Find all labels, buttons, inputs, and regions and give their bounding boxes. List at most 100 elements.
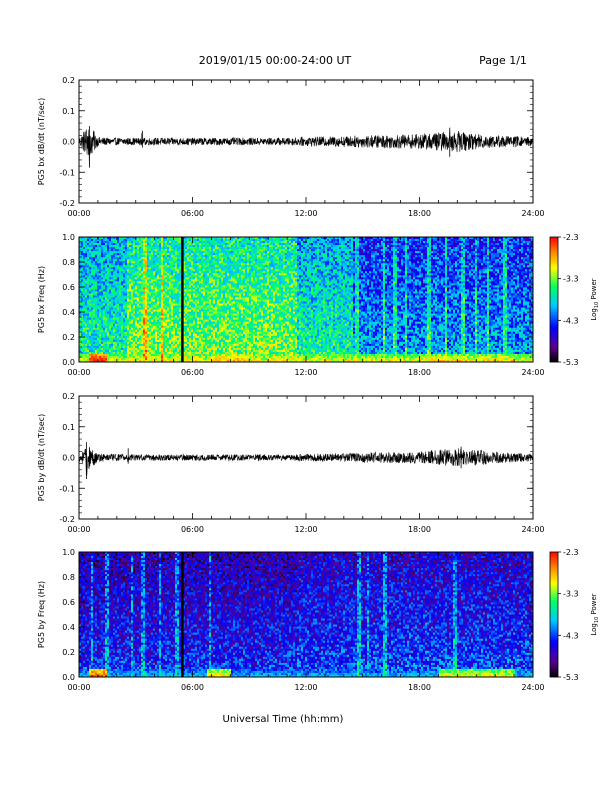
spectrogram-cell	[233, 300, 235, 302]
spectrogram-cell	[185, 281, 187, 283]
spectrogram-cell	[145, 354, 147, 356]
spectrogram-cell	[205, 326, 207, 328]
spectrogram-cell	[121, 247, 123, 249]
spectrogram-cell	[103, 241, 105, 243]
spectrogram-cell	[197, 302, 199, 304]
spectrogram-cell	[93, 314, 95, 316]
spectrogram-cell	[121, 269, 123, 271]
spectrogram-cell	[157, 265, 159, 267]
spectrogram-cell	[141, 344, 143, 346]
spectrogram-cell	[223, 297, 225, 299]
spectrogram-cell	[109, 306, 111, 308]
spectrogram-cell	[131, 308, 133, 310]
spectrogram-cell	[123, 302, 125, 304]
spectrogram-cell	[123, 332, 125, 334]
spectrogram-cell	[117, 354, 119, 356]
spectrogram-cell	[219, 295, 221, 297]
spectrogram-cell	[83, 352, 85, 354]
spectrogram-cell	[223, 356, 225, 358]
spectrogram-cell	[131, 332, 133, 334]
spectrogram-cell	[107, 289, 109, 291]
spectrogram-cell	[173, 338, 175, 340]
spectrogram-cell	[103, 269, 105, 271]
spectrogram-cell	[135, 304, 137, 306]
spectrogram-cell	[175, 289, 177, 291]
spectrogram-cell	[109, 332, 111, 334]
spectrogram-cell	[225, 318, 227, 320]
spectrogram-cell	[201, 243, 203, 245]
spectrogram-cell	[197, 253, 199, 255]
spectrogram-cell	[209, 352, 211, 354]
spectrogram-cell	[169, 328, 171, 330]
spectrogram-cell	[197, 241, 199, 243]
spectrogram-cell	[125, 287, 127, 289]
spectrogram-cell	[139, 285, 141, 287]
spectrogram-cell	[81, 289, 83, 291]
spectrogram-cell	[211, 249, 213, 251]
spectrogram-cell	[233, 267, 235, 269]
spectrogram-cell	[233, 277, 235, 279]
spectrogram-cell	[225, 241, 227, 243]
spectrogram-cell	[145, 338, 147, 340]
spectrogram-cell	[85, 354, 87, 356]
spectrogram-cell	[169, 241, 171, 243]
spectrogram-cell	[219, 328, 221, 330]
spectrogram-cell	[137, 344, 139, 346]
spectrogram-cell	[143, 354, 145, 356]
spectrogram-cell	[99, 308, 101, 310]
spectrogram-cell	[153, 306, 155, 308]
spectrogram-cell	[173, 336, 175, 338]
spectrogram-cell	[103, 265, 105, 267]
spectrogram-cell	[143, 334, 145, 336]
spectrogram-cell	[215, 297, 217, 299]
spectrogram-cell	[153, 249, 155, 251]
spectrogram-cell	[121, 300, 123, 302]
spectrogram-cell	[129, 312, 131, 314]
spectrogram-cell	[197, 261, 199, 263]
spectrogram-cell	[187, 354, 189, 356]
spectrogram-cell	[97, 249, 99, 251]
spectrogram-cell	[199, 346, 201, 348]
spectrogram-cell	[121, 344, 123, 346]
spectrogram-cell	[217, 297, 219, 299]
spectrogram-cell	[89, 304, 91, 306]
spectrogram-cell	[137, 285, 139, 287]
spectrogram-cell	[163, 356, 165, 358]
spectrogram-cell	[139, 255, 141, 257]
spectrogram-cell	[85, 257, 87, 259]
spectrogram-cell	[87, 356, 89, 358]
spectrogram-cell	[109, 334, 111, 336]
spectrogram-cell	[133, 326, 135, 328]
spectrogram-cell	[147, 297, 149, 299]
spectrogram-cell	[155, 285, 157, 287]
spectrogram-cell	[223, 320, 225, 322]
spectrogram-cell	[177, 302, 179, 304]
spectrogram-cell	[135, 322, 137, 324]
spectrogram-cell	[117, 356, 119, 358]
spectrogram-cell	[131, 277, 133, 279]
spectrogram-cell	[97, 259, 99, 261]
spectrogram-cell	[95, 348, 97, 350]
spectrogram-cell	[111, 328, 113, 330]
spectrogram-cell	[219, 338, 221, 340]
spectrogram-cell	[157, 328, 159, 330]
spectrogram-cell	[163, 324, 165, 326]
spectrogram-cell	[111, 263, 113, 265]
spectrogram-cell	[193, 350, 195, 352]
spectrogram-cell	[219, 310, 221, 312]
spectrogram-cell	[173, 259, 175, 261]
spectrogram-cell	[215, 259, 217, 261]
spectrogram-cell	[145, 253, 147, 255]
spectrogram-cell	[83, 342, 85, 344]
spectrogram-cell	[173, 247, 175, 249]
spectrogram-cell	[227, 273, 229, 275]
spectrogram-cell	[91, 312, 93, 314]
spectrogram-cell	[127, 239, 129, 241]
spectrogram-cell	[119, 265, 121, 267]
spectrogram-cell	[165, 297, 167, 299]
spectrogram-cell	[157, 273, 159, 275]
spectrogram-cell	[133, 312, 135, 314]
spectrogram-cell	[151, 271, 153, 273]
spectrogram-cell	[153, 253, 155, 255]
spectrogram-cell	[149, 314, 151, 316]
